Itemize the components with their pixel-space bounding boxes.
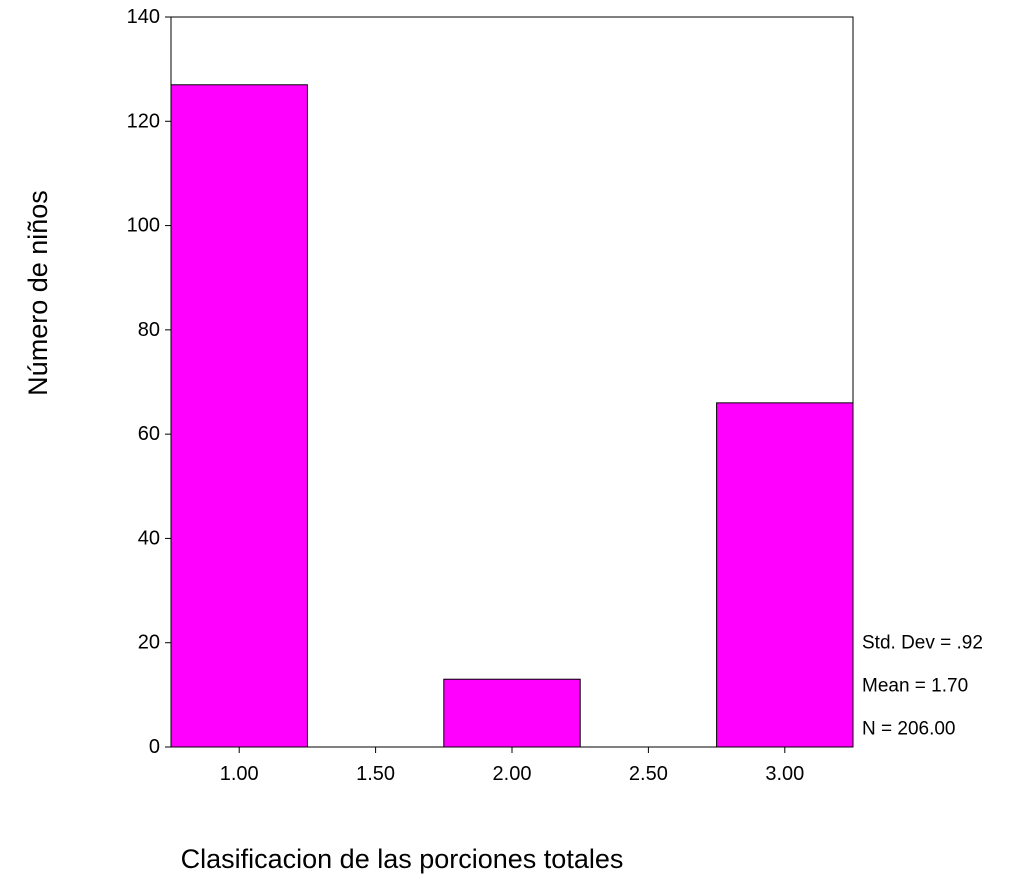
y-tick-label: 100 xyxy=(127,215,160,237)
y-axis: 0 20 40 60 80 100 120 140 xyxy=(127,6,171,758)
x-axis: 1.00 1.50 2.00 2.50 3.00 xyxy=(220,747,804,785)
y-tick-label: 140 xyxy=(127,6,160,28)
x-axis-title: Clasificacion de las porciones totales xyxy=(181,844,624,874)
stat-label: Std. Dev = .92 xyxy=(862,633,983,654)
y-tick-label: 60 xyxy=(138,423,160,445)
bars-group xyxy=(170,84,854,748)
bar xyxy=(716,402,854,748)
x-tick-label: 2.50 xyxy=(629,763,668,785)
y-tick-label: 40 xyxy=(138,527,160,549)
x-tick-label: 1.00 xyxy=(220,763,259,785)
y-tick-label: 0 xyxy=(149,736,160,758)
stat-label: Mean = 1.70 xyxy=(862,676,968,697)
x-tick-label: 2.00 xyxy=(493,763,532,785)
y-tick-label: 80 xyxy=(138,319,160,341)
bar xyxy=(170,84,308,748)
y-tick-label: 20 xyxy=(138,632,160,654)
stats-box: Std. Dev = .92 Mean = 1.70 N = 206.00 xyxy=(862,633,983,740)
x-tick-label: 1.50 xyxy=(356,763,395,785)
y-axis-title: Número de niños xyxy=(23,190,53,396)
y-tick-label: 120 xyxy=(127,110,160,132)
x-tick-label: 3.00 xyxy=(765,763,804,785)
stat-label: N = 206.00 xyxy=(862,719,956,740)
bar xyxy=(443,678,581,748)
